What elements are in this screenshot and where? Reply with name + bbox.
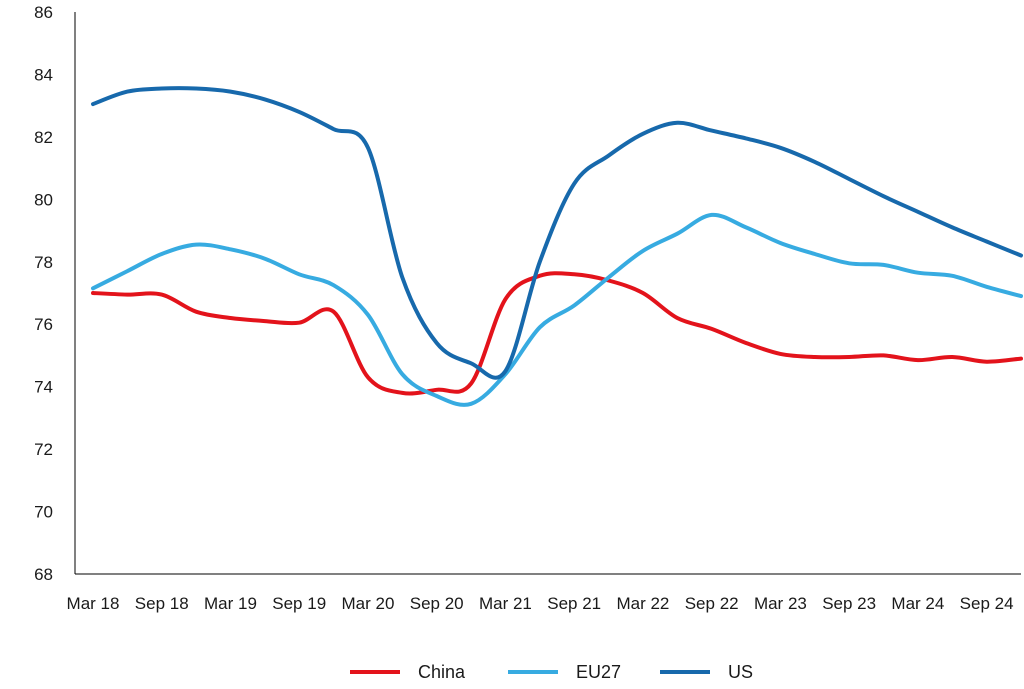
legend-label-eu27: EU27	[576, 662, 621, 682]
x-tick-label: Sep 24	[960, 594, 1014, 613]
x-tick-label: Sep 20	[410, 594, 464, 613]
series-line-us	[91, 86, 1023, 380]
x-tick-label: Sep 23	[822, 594, 876, 613]
x-tick-label: Mar 23	[754, 594, 807, 613]
x-tick-label: Mar 24	[891, 594, 944, 613]
legend: China EU27 US	[350, 662, 753, 682]
y-tick-label: 68	[34, 565, 53, 584]
y-tick-label: 82	[34, 128, 53, 147]
y-tick-label: 84	[34, 65, 53, 84]
y-tick-label: 72	[34, 440, 53, 459]
x-tick-label: Mar 22	[616, 594, 669, 613]
y-tick-label: 70	[34, 503, 53, 522]
y-tick-label: 76	[34, 315, 53, 334]
y-tick-label: 78	[34, 253, 53, 272]
y-axis-ticks: 68 70 72 74 76 78 80 82 84 86	[34, 3, 53, 584]
x-tick-label: Sep 19	[272, 594, 326, 613]
y-tick-label: 80	[34, 190, 53, 209]
legend-label-us: US	[728, 662, 753, 682]
x-tick-label: Mar 19	[204, 594, 257, 613]
legend-label-china: China	[418, 662, 466, 682]
x-tick-label: Mar 18	[67, 594, 120, 613]
y-tick-label: 86	[34, 3, 53, 22]
series-line-eu27	[91, 212, 1023, 407]
x-axis-ticks: Mar 18 Sep 18 Mar 19 Sep 19 Mar 20 Sep 20 Mar …	[67, 594, 1014, 613]
series-line-china	[91, 271, 1023, 396]
series-lines	[91, 86, 1023, 407]
x-tick-label: Sep 22	[685, 594, 739, 613]
x-tick-label: Sep 21	[547, 594, 601, 613]
x-tick-label: Mar 20	[342, 594, 395, 613]
y-tick-label: 74	[34, 378, 53, 397]
x-tick-label: Sep 18	[135, 594, 189, 613]
x-tick-label: Mar 21	[479, 594, 532, 613]
